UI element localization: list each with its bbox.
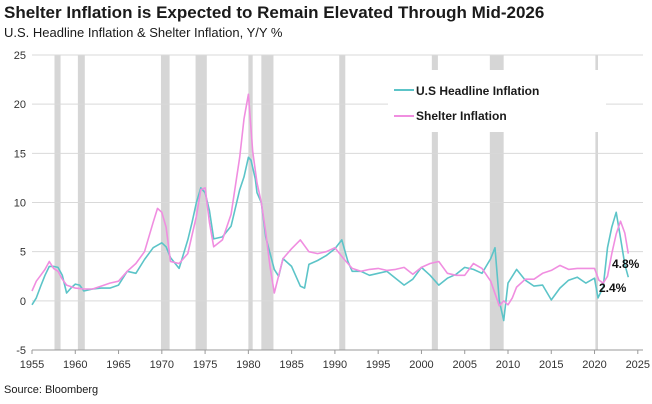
chart-title: Shelter Inflation is Expected to Remain … — [4, 3, 545, 22]
x-tick-label: 2000 — [409, 359, 433, 371]
source-note: Source: Bloomberg — [4, 384, 99, 396]
legend-background — [388, 70, 606, 132]
x-tick-label: 1980 — [236, 359, 260, 371]
chart-subtitle: U.S. Headline Inflation & Shelter Inflat… — [4, 25, 283, 40]
x-tick-label: 1990 — [323, 359, 347, 371]
y-tick-label: 25 — [14, 50, 26, 62]
y-tick-label: 5 — [20, 247, 26, 259]
x-tick-label: 1965 — [106, 359, 130, 371]
end-label-headline: 2.4% — [599, 281, 627, 295]
y-tick-label: -5 — [16, 345, 26, 357]
y-tick-label: 10 — [14, 198, 26, 210]
x-tick-label: 2005 — [452, 359, 476, 371]
x-tick-label: 2015 — [539, 359, 563, 371]
x-tick-label: 2010 — [496, 359, 520, 371]
series-line-shelter — [31, 93, 630, 307]
y-tick-label: 20 — [14, 99, 26, 111]
x-tick-label: 2025 — [626, 359, 650, 371]
y-tick-label: 15 — [14, 148, 26, 160]
series-line-headline — [31, 156, 630, 322]
x-tick-label: 1975 — [193, 359, 217, 371]
end-label-shelter: 4.8% — [612, 257, 640, 271]
legend-label-headline: U.S Headline Inflation — [416, 84, 539, 98]
end-labels: 4.8% 2.4% — [599, 257, 640, 295]
x-tick-label: 1960 — [63, 359, 87, 371]
x-tick-label: 1985 — [279, 359, 303, 371]
y-tick-label: 0 — [20, 296, 26, 308]
x-tick-label: 2020 — [582, 359, 606, 371]
series-lines — [31, 93, 630, 322]
x-tick-label: 1995 — [366, 359, 390, 371]
legend: U.S Headline Inflation Shelter Inflation — [388, 70, 606, 132]
x-tick-label: 1955 — [20, 359, 44, 371]
legend-label-shelter: Shelter Inflation — [416, 109, 507, 123]
x-tick-label: 1970 — [150, 359, 174, 371]
